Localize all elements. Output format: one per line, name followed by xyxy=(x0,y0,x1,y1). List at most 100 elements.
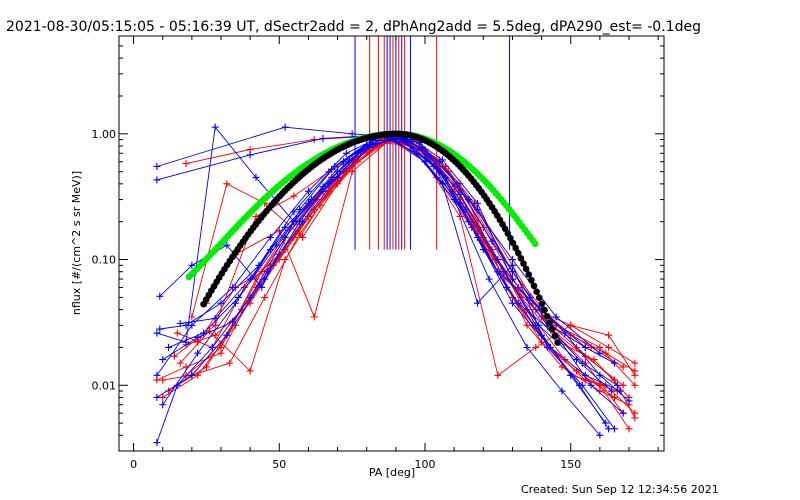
data-point-red-10-8 xyxy=(494,371,502,379)
series-line-red-9 xyxy=(185,135,636,386)
data-point-blue-10-0 xyxy=(165,343,173,351)
data-point-red-4-12 xyxy=(619,363,627,371)
data-point-blue-12-11 xyxy=(573,356,581,364)
data-point-blue-7-13 xyxy=(610,425,618,433)
data-point-blue-10-2 xyxy=(234,293,242,301)
data-point-blue-8-0 xyxy=(156,325,164,333)
fit-point-black-fit-126 xyxy=(530,282,538,290)
data-point-blue-8-2 xyxy=(217,299,225,307)
data-point-red-9-9 xyxy=(631,381,639,389)
data-point-blue-11-1 xyxy=(194,333,202,341)
data-point-blue-11-4 xyxy=(299,218,307,226)
data-point-red-3-13 xyxy=(631,371,639,379)
series-line-blue-11 xyxy=(162,135,618,386)
fit-point-black-fit-125 xyxy=(528,276,535,284)
fit-point-black-fit-127 xyxy=(533,288,540,296)
fit-point-black-fit-128 xyxy=(535,294,543,301)
data-point-red-11-3 xyxy=(290,192,298,200)
data-point-blue-6-8 xyxy=(430,162,438,170)
data-point-blue-7-0 xyxy=(156,292,164,300)
data-point-blue-7-8 xyxy=(439,180,447,188)
data-point-blue-9-0 xyxy=(153,371,161,379)
data-point-red-10-11 xyxy=(605,343,613,351)
x-tick-label: 50 xyxy=(272,458,286,471)
data-point-blue-12-4 xyxy=(319,183,327,191)
data-point-blue-12-1 xyxy=(211,314,219,322)
data-point-blue-11-13 xyxy=(613,381,621,389)
data-point-red-10-12 xyxy=(631,359,639,367)
series-line-red-7 xyxy=(162,136,615,398)
data-point-blue-6-2 xyxy=(208,343,216,351)
data-point-blue-9-5 xyxy=(342,149,350,157)
data-point-red-14-4 xyxy=(316,201,324,209)
data-point-blue-1-1 xyxy=(281,123,289,131)
data-point-blue-5-10 xyxy=(523,343,531,351)
data-point-red-14-2 xyxy=(246,367,254,375)
data-point-blue-4-13 xyxy=(619,409,627,417)
data-point-red-3-12 xyxy=(605,331,613,339)
data-point-blue-7-2 xyxy=(223,241,231,249)
data-point-blue-12-10 xyxy=(535,321,543,329)
data-point-red-14-3 xyxy=(281,256,289,264)
data-point-red-11-0 xyxy=(170,352,178,360)
data-point-blue-10-1 xyxy=(200,329,208,337)
data-point-blue-12-0 xyxy=(176,319,184,327)
data-point-blue-7-12 xyxy=(578,381,586,389)
fit-point-black-fit-117 xyxy=(507,234,514,242)
data-point-red-14-0 xyxy=(176,359,184,367)
data-point-blue-9-2 xyxy=(229,283,237,291)
data-point-blue-7-9 xyxy=(473,299,481,307)
data-point-red-7-13 xyxy=(610,393,618,401)
data-point-blue-5-1 xyxy=(194,349,202,357)
data-point-blue-1-2 xyxy=(348,130,356,138)
data-point-blue-11-2 xyxy=(229,318,237,326)
data-point-red-14-13 xyxy=(631,414,639,422)
data-point-blue-4-0 xyxy=(153,393,161,401)
chart-title: 2021-08-30/05:15:05 - 05:16:39 UT, dSect… xyxy=(6,19,701,35)
data-point-blue-9-4 xyxy=(304,187,312,195)
data-point-blue-2-0 xyxy=(153,176,161,184)
data-point-blue-5-11 xyxy=(558,387,566,395)
y-axis-label: nflux [#/(cm^2 s sr MeV)] xyxy=(70,171,83,315)
series-line-blue-9 xyxy=(156,134,607,424)
data-point-red-9-0 xyxy=(182,160,190,168)
data-point-blue-3-0 xyxy=(153,329,161,337)
series-line-blue-6 xyxy=(156,135,609,443)
data-point-blue-9-1 xyxy=(188,321,196,329)
data-point-blue-12-9 xyxy=(500,268,508,276)
data-point-blue-9-12 xyxy=(602,419,610,427)
data-point-blue-9-3 xyxy=(267,233,275,241)
data-point-blue-11-5 xyxy=(334,173,342,181)
data-point-blue-12-3 xyxy=(281,223,289,231)
series-line-red-14 xyxy=(179,137,636,419)
data-point-blue-7-5 xyxy=(331,162,339,170)
data-point-blue-11-0 xyxy=(159,356,167,364)
data-point-blue-11-8 xyxy=(439,156,447,164)
data-point-blue-4-12 xyxy=(587,381,595,389)
data-point-blue-7-1 xyxy=(188,261,196,269)
data-point-blue-5-12 xyxy=(596,431,604,439)
data-point-red-14-5 xyxy=(354,158,362,166)
data-point-blue-10-9 xyxy=(488,237,496,245)
series-line-red-3 xyxy=(177,137,636,376)
fit-point-black-fit-129 xyxy=(538,300,546,308)
fit-point-black-fit-121 xyxy=(517,254,525,262)
fit-point-black-fit-130 xyxy=(541,306,548,314)
data-point-blue-4-2 xyxy=(223,331,231,339)
plot-area xyxy=(153,36,639,447)
data-point-blue-3-3 xyxy=(252,173,260,181)
data-point-blue-2-1 xyxy=(246,151,254,159)
data-point-blue-10-3 xyxy=(272,241,280,249)
data-point-blue-6-0 xyxy=(153,439,161,447)
data-point-blue-5-8 xyxy=(450,196,458,204)
data-point-red-8-12 xyxy=(625,425,633,433)
fit-point-black-fit-123 xyxy=(522,265,530,273)
data-point-red-10-9 xyxy=(532,343,540,351)
fit-point-black-fit-118 xyxy=(509,239,517,247)
data-point-red-3-0 xyxy=(173,329,181,337)
data-point-blue-12-12 xyxy=(608,387,616,395)
data-point-blue-12-7 xyxy=(427,153,435,161)
data-point-blue-3-2 xyxy=(211,123,219,131)
data-point-blue-8-9 xyxy=(473,206,481,214)
